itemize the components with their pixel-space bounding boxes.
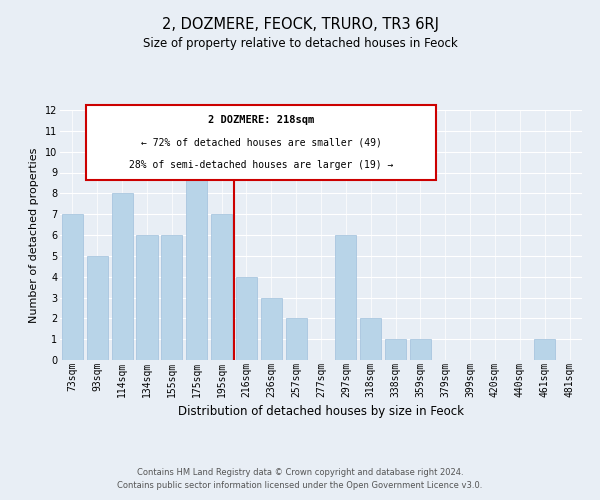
Text: Size of property relative to detached houses in Feock: Size of property relative to detached ho… bbox=[143, 38, 457, 51]
Bar bbox=[335, 235, 356, 360]
Bar bbox=[261, 298, 282, 360]
Bar bbox=[186, 152, 207, 360]
Bar bbox=[112, 194, 133, 360]
X-axis label: Distribution of detached houses by size in Feock: Distribution of detached houses by size … bbox=[178, 405, 464, 418]
Text: ← 72% of detached houses are smaller (49): ← 72% of detached houses are smaller (49… bbox=[140, 138, 382, 147]
Bar bbox=[62, 214, 83, 360]
Bar bbox=[385, 339, 406, 360]
Text: 28% of semi-detached houses are larger (19) →: 28% of semi-detached houses are larger (… bbox=[129, 160, 393, 170]
Text: 2 DOZMERE: 218sqm: 2 DOZMERE: 218sqm bbox=[208, 115, 314, 125]
Text: Contains HM Land Registry data © Crown copyright and database right 2024.
Contai: Contains HM Land Registry data © Crown c… bbox=[118, 468, 482, 490]
Bar bbox=[161, 235, 182, 360]
Bar bbox=[236, 276, 257, 360]
Bar bbox=[360, 318, 381, 360]
Bar bbox=[87, 256, 108, 360]
Bar bbox=[286, 318, 307, 360]
Bar bbox=[136, 235, 158, 360]
Y-axis label: Number of detached properties: Number of detached properties bbox=[29, 148, 39, 322]
Bar bbox=[211, 214, 232, 360]
Bar bbox=[410, 339, 431, 360]
Bar bbox=[534, 339, 555, 360]
Text: 2, DOZMERE, FEOCK, TRURO, TR3 6RJ: 2, DOZMERE, FEOCK, TRURO, TR3 6RJ bbox=[161, 18, 439, 32]
FancyBboxPatch shape bbox=[86, 105, 436, 180]
